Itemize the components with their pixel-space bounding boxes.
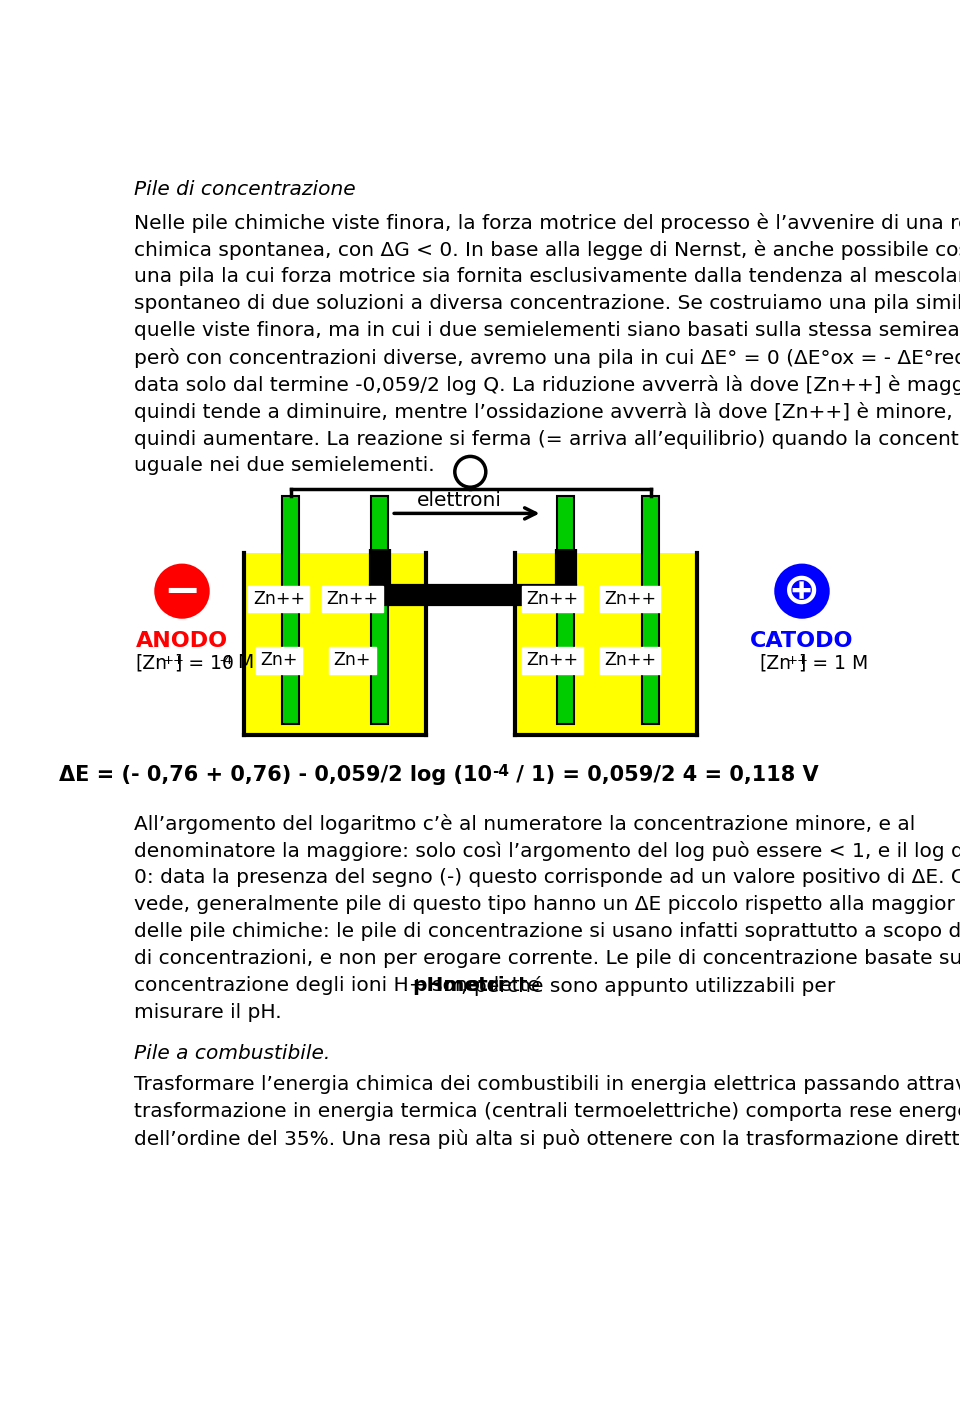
Text: data solo dal termine -0,059/2 log Q. La riduzione avverrà là dove [Zn++] è magg: data solo dal termine -0,059/2 log Q. La… [134,375,960,395]
Text: / 1) = 0,059/2 4 = 0,118 V: / 1) = 0,059/2 4 = 0,118 V [509,766,819,785]
Text: dell’ordine del 35%. Una resa più alta si può ottenere con la trasformazione dir: dell’ordine del 35%. Una resa più alta s… [134,1128,960,1149]
Text: delle pile chimiche: le pile di concentrazione si usano infatti soprattutto a sc: delle pile chimiche: le pile di concentr… [134,922,960,942]
Text: , perché sono appunto utilizzabili per: , perché sono appunto utilizzabili per [462,976,835,995]
Text: chimica spontanea, con ΔG < 0. In base alla legge di Nernst, è anche possibile c: chimica spontanea, con ΔG < 0. In base a… [134,240,960,259]
Text: Trasformare l’energia chimica dei combustibili in energia elettrica passando att: Trasformare l’energia chimica dei combus… [134,1074,960,1094]
Text: M: M [231,653,253,673]
Text: vede, generalmente pile di questo tipo hanno un ΔE piccolo rispetto alla maggior: vede, generalmente pile di questo tipo h… [134,895,960,914]
Text: CATODO: CATODO [751,632,853,651]
Bar [642,496,660,723]
Text: di concentrazioni, e non per erogare corrente. Le pile di concentrazione basate : di concentrazioni, e non per erogare cor… [134,949,960,969]
Text: Pile di concentrazione: Pile di concentrazione [134,180,355,199]
Text: concentrazione degli ioni H+ sono dette: concentrazione degli ioni H+ sono dette [134,976,546,995]
Text: elettroni: elettroni [417,491,501,510]
Text: quindi tende a diminuire, mentre l’ossidazione avverrà là dove [Zn++] è minore, : quindi tende a diminuire, mentre l’ossid… [134,402,960,422]
Text: Pile a combustibile.: Pile a combustibile. [134,1043,330,1063]
Text: ΔE = (- 0,76 + 0,76) - 0,059/2 log (10: ΔE = (- 0,76 + 0,76) - 0,059/2 log (10 [59,766,492,785]
Text: ] = 10: ] = 10 [175,653,234,673]
Text: [Zn: [Zn [135,653,167,673]
Text: Zn++: Zn++ [526,589,579,608]
Bar [557,496,574,723]
Text: Zn+: Zn+ [334,651,372,670]
Text: -4: -4 [492,764,509,778]
Text: trasformazione in energia termica (centrali termoelettriche) comporta rese energ: trasformazione in energia termica (centr… [134,1101,960,1121]
Text: quelle viste finora, ma in cui i due semielementi siano basati sulla stessa semi: quelle viste finora, ma in cui i due sem… [134,321,960,340]
Bar [516,553,697,735]
Text: −: − [163,570,201,613]
Bar [244,553,426,735]
Text: Zn++: Zn++ [526,651,579,670]
Bar [372,496,388,723]
Text: ++: ++ [162,654,184,667]
Text: Zn++: Zn++ [252,589,305,608]
Text: spontaneo di due soluzioni a diversa concentrazione. Se costruiamo una pila simi: spontaneo di due soluzioni a diversa con… [134,293,960,313]
Text: pHmetri: pHmetri [413,976,505,995]
Text: Zn++: Zn++ [604,651,656,670]
Text: Zn+: Zn+ [260,651,298,670]
Text: ] = 1 M: ] = 1 M [799,653,868,673]
Text: denominatore la maggiore: solo così l’argomento del log può essere < 1, e il log: denominatore la maggiore: solo così l’ar… [134,842,960,862]
Text: ANODO: ANODO [136,632,228,651]
Circle shape [776,565,828,618]
Text: misurare il pH.: misurare il pH. [134,1003,281,1022]
Text: All’argomento del logaritmo c’è al numeratore la concentrazione minore, e al: All’argomento del logaritmo c’è al numer… [134,815,915,835]
Text: una pila la cui forza motrice sia fornita esclusivamente dalla tendenza al mesco: una pila la cui forza motrice sia fornit… [134,266,960,286]
Text: ++: ++ [786,654,808,667]
Text: 0: data la presenza del segno (-) questo corrisponde ad un valore positivo di ΔE: 0: data la presenza del segno (-) questo… [134,869,960,887]
Text: ⊕: ⊕ [783,570,821,613]
Circle shape [156,565,208,618]
Text: Nelle pile chimiche viste finora, la forza motrice del processo è l’avvenire di : Nelle pile chimiche viste finora, la for… [134,213,960,233]
Text: quindi aumentare. La reazione si ferma (= arriva all’equilibrio) quando la conce: quindi aumentare. La reazione si ferma (… [134,429,960,448]
Bar [282,496,299,723]
Text: Zn++: Zn++ [604,589,656,608]
Text: però con concentrazioni diverse, avremo una pila in cui ΔE° = 0 (ΔE°ox = - ΔE°re: però con concentrazioni diverse, avremo … [134,348,960,368]
Text: Zn++: Zn++ [326,589,378,608]
Text: uguale nei due semielementi.: uguale nei due semielementi. [134,455,435,475]
Circle shape [455,457,486,488]
Text: -4: -4 [219,654,232,667]
Text: [Zn: [Zn [759,653,791,673]
